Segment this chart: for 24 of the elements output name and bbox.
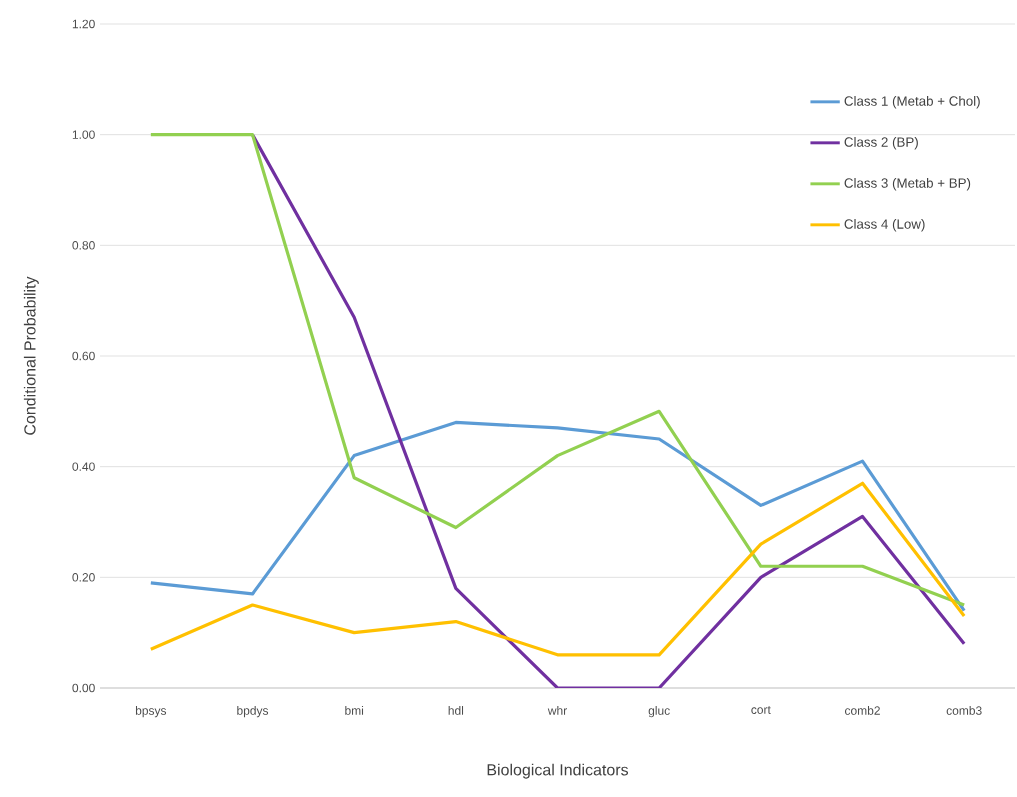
y-tick-label: 1.00: [72, 130, 95, 139]
x-tick-label: comb2: [845, 706, 880, 715]
y-tick-label: 0.00: [72, 683, 95, 693]
y-axis-title: Conditional Probability: [23, 276, 39, 435]
line-series: [149, 420, 966, 613]
x-tick-label: gluc: [648, 706, 670, 718]
legend-label: Class 3 (Metab + BP): [844, 177, 971, 191]
y-tick-label: 0.60: [72, 351, 95, 361]
x-tick-label: bpdys: [237, 706, 269, 718]
y-tick-label: 0.40: [72, 462, 95, 471]
y-tick-label: 0.20: [72, 573, 95, 582]
x-tick-label: hdl: [448, 706, 464, 715]
y-tick-label: 1.20: [72, 19, 95, 29]
legend-label: Class 4 (Low): [844, 218, 925, 232]
x-tick-label: whr: [547, 706, 567, 715]
legend-label: Class 1 (Metab + Chol): [844, 96, 980, 109]
legend-label: Class 2 (BP): [844, 137, 918, 150]
x-tick-label: bmi: [345, 706, 364, 715]
line-series: [149, 481, 966, 657]
x-tick-label: comb3: [946, 706, 982, 715]
y-tick-label: 0.80: [72, 241, 95, 250]
x-tick-label: bpsys: [135, 706, 167, 718]
x-axis-title: Biological Indicators: [487, 763, 629, 779]
x-tick-label: cort: [751, 706, 771, 714]
